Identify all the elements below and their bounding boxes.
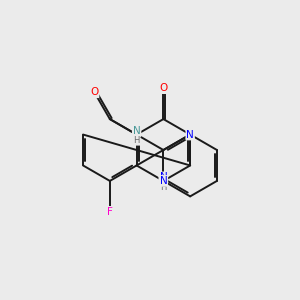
Text: F: F xyxy=(107,207,113,217)
Text: N: N xyxy=(133,126,140,136)
Text: O: O xyxy=(159,83,167,93)
Text: O: O xyxy=(90,87,98,97)
Text: H: H xyxy=(160,183,167,192)
Text: H: H xyxy=(134,136,140,145)
Text: N: N xyxy=(160,172,167,182)
Text: N: N xyxy=(186,130,194,140)
Text: N: N xyxy=(160,176,167,186)
